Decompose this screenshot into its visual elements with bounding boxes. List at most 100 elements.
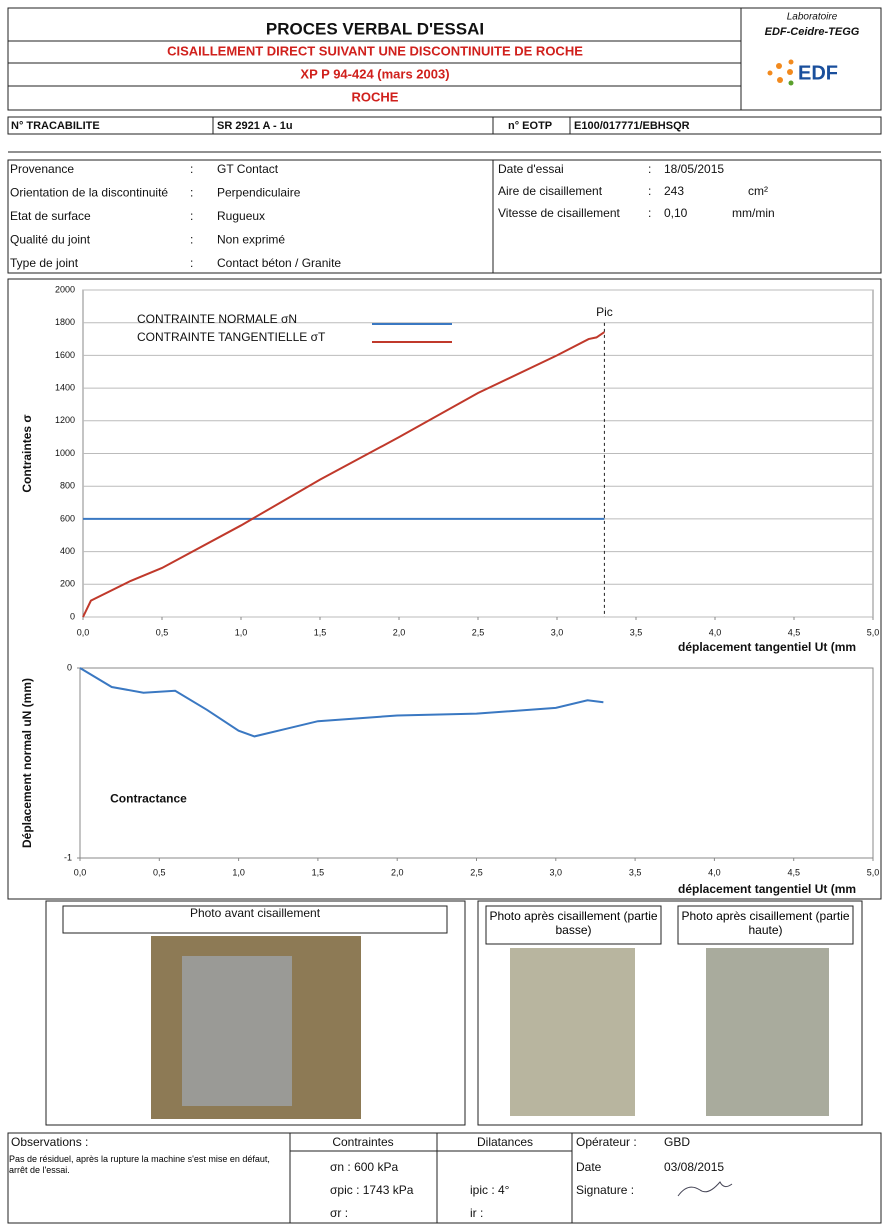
photo-after-top (706, 948, 829, 1116)
stress-value: σn : 600 kPa (330, 1160, 398, 1174)
dilatance-value: ir : (470, 1206, 483, 1220)
edf-logo: EDF (798, 62, 838, 84)
info-colon: : (190, 162, 193, 176)
x-tick-label: 4,5 (787, 867, 800, 877)
info-label: Aire de cisaillement (498, 184, 603, 198)
chart: 0 200 400 600 800 1000 1200 1400 1600 1800 2000 0,0… (20, 284, 879, 654)
y-tick-label: 2000 (55, 284, 75, 294)
y-tick-label: 0 (70, 611, 75, 621)
y-tick-label: 200 (60, 579, 75, 589)
x-axis-label: déplacement tangentiel Ut (mm (678, 882, 856, 896)
standard: XP P 94-424 (mars 2003) (300, 66, 449, 81)
x-tick-label: 1,0 (232, 867, 245, 877)
photo-after-bottom (510, 948, 635, 1116)
info-value: Non exprimé (217, 233, 285, 247)
info-colon: : (648, 206, 651, 220)
info-label: Etat de surface (10, 209, 91, 223)
legend-label: CONTRAINTE TANGENTIELLE σT (137, 330, 326, 344)
stress-value: σpic : 1743 kPa (330, 1183, 414, 1197)
info-colon: : (648, 184, 651, 198)
doc-title: PROCES VERBAL D'ESSAI (266, 19, 484, 38)
date-label: Date (576, 1160, 602, 1174)
info-label: Type de joint (10, 256, 79, 270)
info-colon: : (648, 162, 651, 176)
x-tick-label: 0,0 (77, 627, 90, 637)
x-tick-label: 1,5 (312, 867, 325, 877)
footer-box (7, 1132, 882, 1224)
info-label: Qualité du joint (10, 233, 91, 247)
info-colon: : (190, 256, 193, 270)
info-colon: : (190, 186, 193, 200)
x-tick-label: 4,0 (709, 627, 722, 637)
operator: GBD (664, 1135, 690, 1149)
y-tick-label: 1800 (55, 317, 75, 327)
eotp-label: n° EOTP (508, 120, 552, 132)
x-tick-label: 0,5 (153, 867, 166, 877)
info-value: 18/05/2015 (664, 162, 724, 176)
info-unit: mm/min (732, 206, 775, 220)
info-value: Perpendiculaire (217, 186, 301, 200)
photo-box (477, 900, 863, 1126)
x-tick-label: 2,5 (472, 627, 485, 637)
x-tick-label: 1,5 (314, 627, 327, 637)
photo-label: Photo après cisaillement (partie haute) (681, 909, 849, 937)
info-colon: : (190, 233, 193, 247)
x-tick-label: 1,0 (235, 627, 248, 637)
dilatance-value: ipic : 4° (470, 1183, 510, 1197)
y-tick-label: 1200 (55, 415, 75, 425)
info-value: 243 (664, 184, 684, 198)
date: 03/08/2015 (664, 1160, 724, 1174)
lab-label: Laboratoire (787, 12, 838, 23)
header-box (7, 7, 882, 111)
trace-box (7, 116, 882, 135)
y-tick-label: 800 (60, 481, 75, 491)
info-value: GT Contact (217, 162, 279, 176)
obs-label: Observations : (11, 1135, 88, 1149)
info-unit: cm² (748, 184, 768, 198)
x-tick-label: 5,0 (867, 627, 880, 637)
chart: -1 0 0,0 0,5 1,0 1,5 2,0 2,5 3,0 3,5 4,0 4,5 5,0 dépl… (20, 662, 879, 896)
lab-name: EDF-Ceidre-TEGG (765, 26, 860, 38)
annotation: Contractance (110, 791, 187, 805)
info-value: Contact béton / Granite (217, 256, 341, 270)
y-tick-label: 1600 (55, 350, 75, 360)
x-tick-label: 3,0 (551, 627, 564, 637)
photo-sample (182, 956, 292, 1106)
x-tick-label: 4,5 (788, 627, 801, 637)
y-tick-label: 1000 (55, 448, 75, 458)
operator-label: Opérateur : (576, 1135, 637, 1149)
observations-text: Pas de résiduel, après la rupture la mac… (9, 1154, 270, 1175)
trace-label: N° TRACABILITE (11, 120, 100, 132)
stress-value: σr : (330, 1206, 348, 1220)
eotp-value: E100/017771/EBHSQR (574, 120, 690, 132)
x-tick-label: 0,5 (156, 627, 169, 637)
stress-label: Contraintes (332, 1135, 393, 1149)
observations: Pas de résiduel, après la rupture la mac… (9, 1154, 270, 1175)
charts: 0 200 400 600 800 1000 1200 1400 1600 1800 2000 0,0… (20, 284, 879, 896)
y-tick-label: 0 (67, 662, 72, 672)
dilatance-label: Dilatances (477, 1135, 533, 1149)
x-axis-label: déplacement tangentiel Ut (mm (678, 640, 856, 654)
x-tick-label: 3,0 (550, 867, 563, 877)
material: ROCHE (352, 89, 399, 104)
info-label: Provenance (10, 162, 74, 176)
x-tick-label: 2,0 (391, 867, 404, 877)
edf-logo-mark (767, 59, 794, 86)
info-label: Date d'essai (498, 162, 564, 176)
data-line (79, 667, 604, 738)
info: Provenance: GT Contact Orientation de la d… (10, 162, 775, 270)
legend-label: CONTRAINTE NORMALE σN (137, 312, 297, 326)
annotation: Pic (596, 305, 613, 319)
doc-subtitle: CISAILLEMENT DIRECT SUIVANT UNE DISCONTI… (167, 43, 583, 58)
photo-label: Photo après cisaillement (partie basse) (489, 909, 657, 937)
photo-box (45, 900, 466, 1126)
y-tick-label: 1400 (55, 382, 75, 392)
photo-label-box (62, 905, 448, 934)
info-colon: : (190, 209, 193, 223)
y-tick-label: 400 (60, 546, 75, 556)
info-label: Vitesse de cisaillement (498, 206, 621, 220)
photo-label-box (485, 905, 662, 945)
x-tick-label: 5,0 (867, 867, 880, 877)
photo-label-box (677, 905, 854, 945)
